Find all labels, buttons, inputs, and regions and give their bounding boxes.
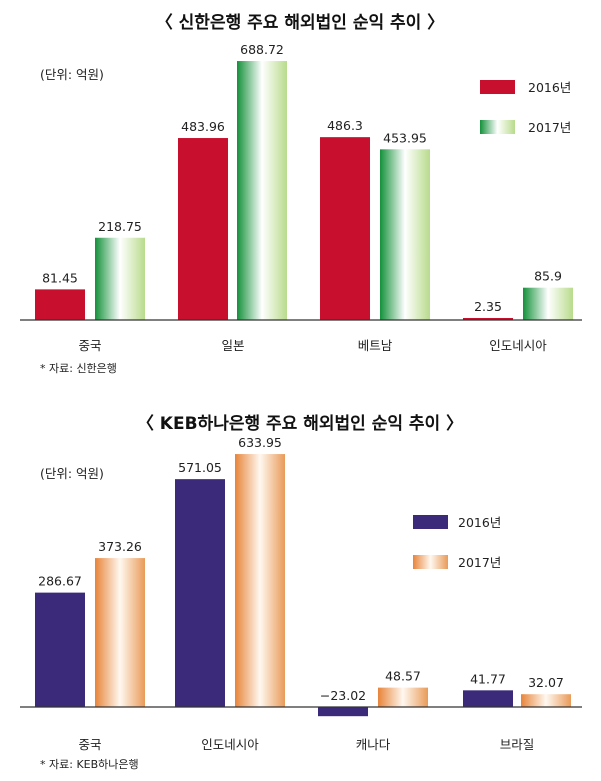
data-label: 633.95 bbox=[238, 435, 282, 450]
legend-swatch-2016년 bbox=[480, 80, 515, 94]
data-label: 85.9 bbox=[534, 269, 562, 284]
category-label: 중국 bbox=[78, 737, 101, 752]
bar-2017년-인도네시아 bbox=[523, 287, 573, 320]
bar-2017년-일본 bbox=[237, 61, 287, 320]
bar-2016년-인도네시아 bbox=[463, 318, 513, 320]
data-label: 453.95 bbox=[383, 130, 427, 145]
data-label: 373.26 bbox=[98, 539, 142, 554]
legend-label: 2016년 bbox=[458, 515, 501, 530]
bar-2016년-캐나다 bbox=[318, 707, 368, 717]
bar-2017년-중국 bbox=[95, 558, 145, 707]
bar-2017년-중국 bbox=[95, 237, 145, 320]
data-label: 486.3 bbox=[327, 118, 363, 133]
data-label: −23.02 bbox=[320, 688, 366, 703]
bar-2016년-일본 bbox=[178, 138, 228, 320]
bar-2017년-브라질 bbox=[521, 694, 571, 707]
data-label: 218.75 bbox=[98, 219, 142, 234]
bar-2017년-베트남 bbox=[380, 149, 430, 320]
data-label: 41.77 bbox=[470, 671, 506, 686]
legend-swatch-2017년 bbox=[413, 555, 448, 569]
data-label: 2.35 bbox=[474, 299, 502, 314]
category-label: 중국 bbox=[78, 338, 101, 353]
category-label: 인도네시아 bbox=[489, 338, 547, 353]
legend-swatch-2017년 bbox=[480, 120, 515, 134]
category-label: 일본 bbox=[221, 338, 244, 353]
bar-2017년-캐나다 bbox=[378, 687, 428, 707]
chart-1: 〈 신한은행 주요 해외법인 순익 추이 〉 (단위: 억원) 81.45 483.9… bbox=[20, 12, 582, 375]
category-label: 인도네시아 bbox=[201, 737, 259, 752]
legend-label: 2017년 bbox=[528, 120, 571, 135]
bar-2017년-인도네시아 bbox=[235, 454, 285, 707]
chart-title: 〈 신한은행 주요 해외법인 순익 추이 〉 bbox=[156, 12, 444, 33]
bar-2016년-중국 bbox=[35, 289, 85, 320]
legend-label: 2016년 bbox=[528, 80, 571, 95]
legend-swatch-2016년 bbox=[413, 515, 448, 529]
category-label: 캐나다 bbox=[356, 737, 391, 752]
data-label: 483.96 bbox=[181, 119, 225, 134]
data-label: 81.45 bbox=[42, 270, 78, 285]
source-note: * 자료: 신한은행 bbox=[40, 362, 117, 375]
legend-label: 2017년 bbox=[458, 555, 501, 570]
data-label: 571.05 bbox=[178, 460, 222, 475]
bar-2016년-브라질 bbox=[463, 690, 513, 707]
bar-2016년-중국 bbox=[35, 592, 85, 707]
bar-2016년-베트남 bbox=[320, 137, 370, 320]
unit-label: (단위: 억원) bbox=[40, 67, 104, 82]
category-label: 베트남 bbox=[358, 338, 393, 353]
chart-title: 〈 KEB하나은행 주요 해외법인 순익 추이 〉 bbox=[137, 413, 463, 434]
data-label: 48.57 bbox=[385, 669, 421, 684]
data-label: 688.72 bbox=[240, 42, 284, 57]
data-label: 32.07 bbox=[528, 675, 564, 690]
bar-2016년-인도네시아 bbox=[175, 479, 225, 707]
unit-label: (단위: 억원) bbox=[40, 466, 104, 481]
source-note: * 자료: KEB하나은행 bbox=[40, 757, 139, 771]
data-label: 286.67 bbox=[38, 574, 82, 589]
chart-2: 〈 KEB하나은행 주요 해외법인 순익 추이 〉 (단위: 억원) 286.67 5… bbox=[20, 413, 582, 771]
category-label: 브라질 bbox=[500, 737, 535, 752]
